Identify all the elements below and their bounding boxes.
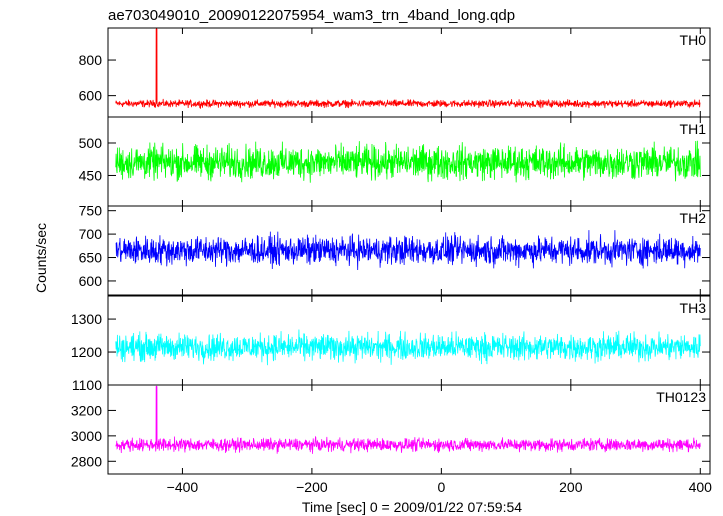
x-tick-label: −200	[296, 479, 328, 495]
th0123-y-tick-label: 2800	[71, 453, 102, 469]
th1-y-tick-label: 450	[79, 167, 103, 183]
th3-y-tick-label: 1100	[72, 377, 102, 393]
th2-y-tick-label: 650	[79, 250, 103, 266]
x-tick-label: 400	[689, 479, 713, 495]
th2-panel-label: TH2	[680, 210, 707, 226]
chart-title: ae703049010_20090122075954_wam3_trn_4ban…	[108, 7, 515, 24]
th0123-panel-label: TH0123	[656, 389, 706, 405]
th0-panel-label: TH0	[680, 32, 707, 48]
y-axis-label: Counts/sec	[33, 223, 49, 293]
th2-panel-frame	[107, 205, 711, 296]
th1-y-tick-label: 500	[79, 135, 103, 151]
th3-series-line	[115, 329, 701, 366]
x-tick-label: −400	[167, 479, 199, 495]
th2-y-tick-label: 750	[79, 203, 103, 219]
th0-y-tick-label: 600	[79, 88, 103, 104]
x-tick-label: 0	[437, 479, 445, 495]
th0123-panel-frame	[107, 384, 711, 475]
th2-y-tick-label: 600	[79, 273, 103, 289]
th0123-y-tick-label: 3200	[71, 402, 102, 418]
panels-group: 600 800 TH0 450 500 TH1 600 650 700 750 TH2 1100 120…	[71, 27, 713, 495]
th0123-series-line	[115, 385, 701, 454]
th0-y-tick-label: 800	[79, 52, 103, 68]
th1-panel-label: TH1	[680, 121, 707, 137]
x-tick-label: 200	[559, 479, 583, 495]
th3-panel-frame	[107, 295, 711, 386]
th1-series-line	[115, 140, 701, 183]
th2-y-tick-label: 700	[79, 226, 103, 242]
th0123-y-tick-label: 3000	[71, 428, 102, 444]
th2-series-line	[115, 230, 701, 270]
th0-series-line	[115, 28, 701, 109]
th3-y-tick-label: 1200	[71, 344, 102, 360]
th3-panel-label: TH3	[680, 300, 707, 316]
x-axis-label: Time [sec] 0 = 2009/01/22 07:59:54	[302, 499, 522, 515]
th3-y-tick-label: 1300	[71, 311, 102, 327]
